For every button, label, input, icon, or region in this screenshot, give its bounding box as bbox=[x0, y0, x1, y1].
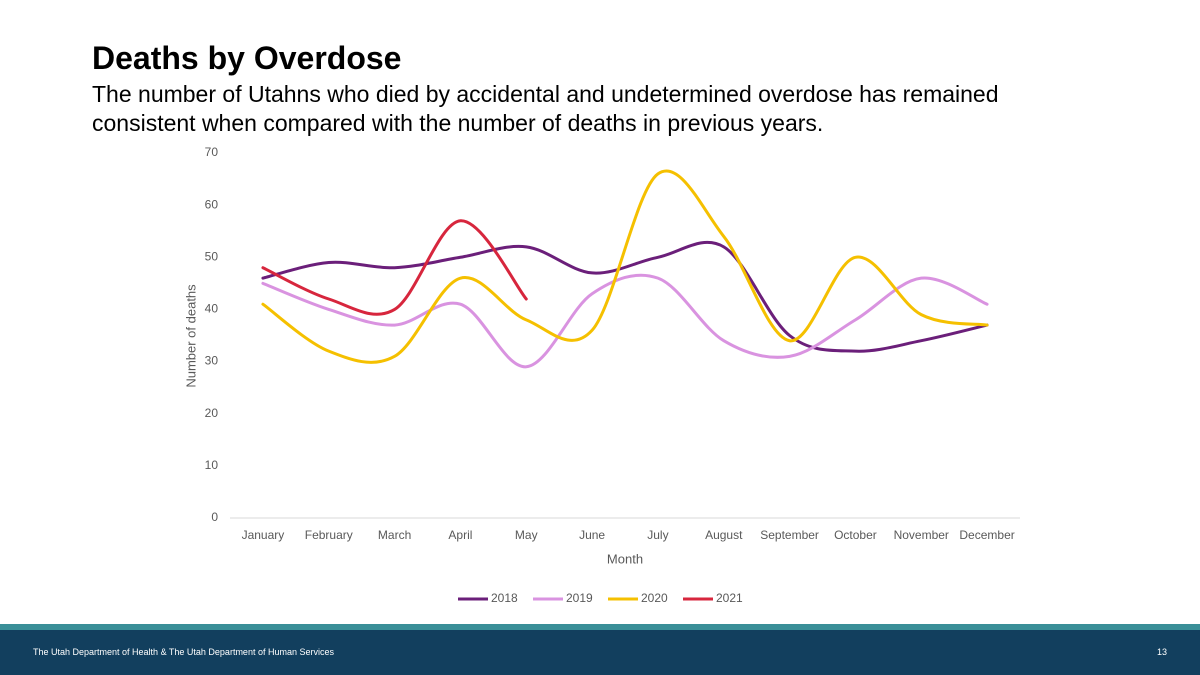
y-axis-label: Number of deaths bbox=[183, 284, 198, 388]
y-tick-label: 50 bbox=[205, 249, 219, 263]
x-tick-label: January bbox=[242, 528, 285, 542]
x-tick-label: June bbox=[579, 528, 605, 542]
x-tick-label: February bbox=[305, 528, 353, 542]
x-tick-label: March bbox=[378, 528, 411, 542]
y-tick-label: 10 bbox=[205, 458, 219, 472]
y-tick-label: 40 bbox=[205, 302, 219, 316]
x-tick-label: July bbox=[647, 528, 668, 542]
x-tick-label: November bbox=[894, 528, 949, 542]
legend-label: 2021 bbox=[716, 591, 743, 605]
x-tick-label: October bbox=[834, 528, 877, 542]
footer-stripe bbox=[0, 624, 1200, 630]
legend-label: 2020 bbox=[641, 591, 668, 605]
x-tick-label: April bbox=[448, 528, 472, 542]
page-number: 13 bbox=[1156, 647, 1167, 657]
y-tick-label: 0 bbox=[211, 510, 218, 524]
chart-title: Deaths by Overdose bbox=[92, 40, 402, 76]
x-tick-label: December bbox=[959, 528, 1014, 542]
chart-subtitle: The number of Utahns who died by acciden… bbox=[92, 81, 999, 136]
y-tick-label: 70 bbox=[205, 145, 219, 159]
x-tick-label: September bbox=[760, 528, 819, 542]
series-line bbox=[261, 169, 989, 364]
y-tick-label: 20 bbox=[205, 406, 219, 420]
series-line bbox=[261, 240, 989, 353]
x-axis-label: Month bbox=[607, 551, 643, 566]
footer-text: The Utah Department of Health & The Utah… bbox=[33, 647, 334, 657]
footer: The Utah Department of Health & The Utah… bbox=[0, 630, 1200, 675]
x-tick-label: May bbox=[515, 528, 538, 542]
chart: Month Number of deaths 0 10 20 30 40 50 60 70 Ja… bbox=[183, 145, 1020, 605]
y-tick-label: 60 bbox=[205, 197, 219, 211]
legend-label: 2018 bbox=[491, 591, 518, 605]
legend-label: 2019 bbox=[566, 591, 593, 605]
series-line bbox=[261, 219, 528, 316]
y-tick-label: 30 bbox=[205, 354, 219, 368]
series-line bbox=[261, 273, 989, 369]
x-tick-label: August bbox=[705, 528, 743, 542]
